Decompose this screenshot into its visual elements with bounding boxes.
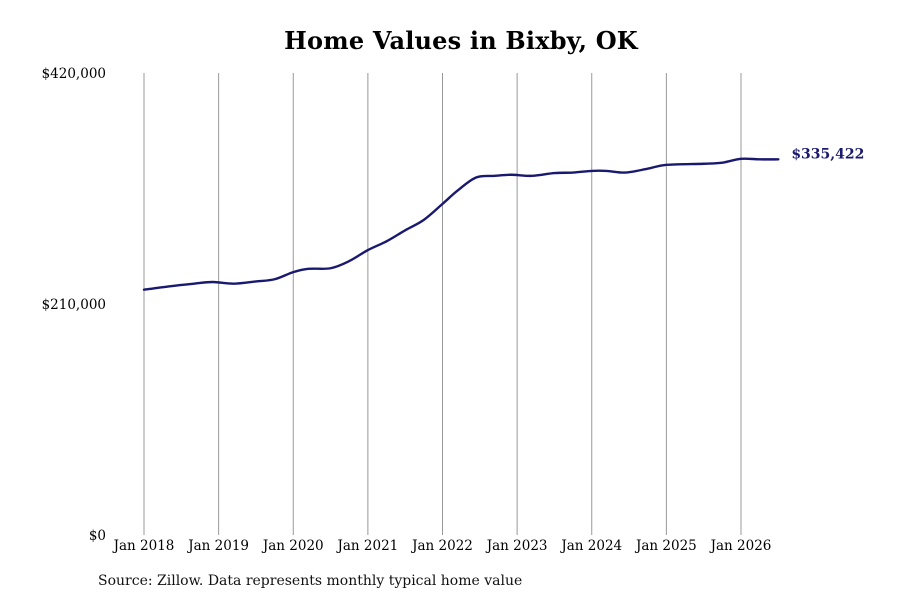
x-tick-label: Jan 2026 bbox=[709, 538, 772, 554]
x-axis-tick-labels: Jan 2018 Jan 2019 Jan 2020 Jan 2021 Jan 2022… bbox=[112, 538, 772, 554]
series-line bbox=[142, 157, 780, 291]
chart-title: Home Values in Bixby, OK bbox=[284, 26, 638, 55]
source-note: Source: Zillow. Data represents monthly … bbox=[98, 573, 523, 589]
x-tick-label: Jan 2022 bbox=[410, 538, 473, 554]
x-tick-label: Jan 2020 bbox=[261, 538, 324, 554]
end-value-label: $335,422 bbox=[791, 146, 864, 162]
y-tick-label: $420,000 bbox=[42, 66, 106, 82]
grid-lines bbox=[143, 73, 742, 535]
x-tick-label: Jan 2023 bbox=[485, 538, 548, 554]
x-tick-label: Jan 2018 bbox=[112, 538, 175, 554]
y-tick-label: $210,000 bbox=[42, 297, 106, 313]
x-tick-label: Jan 2025 bbox=[634, 538, 697, 554]
x-tick-label: Jan 2021 bbox=[335, 538, 398, 554]
y-axis-tick-labels: $0 $210,000 $420,000 bbox=[42, 66, 106, 544]
data-label-layer: $335,422 bbox=[791, 146, 864, 162]
series-layer bbox=[142, 157, 780, 291]
x-tick-label: Jan 2024 bbox=[559, 538, 622, 554]
y-tick-label: $0 bbox=[89, 528, 106, 544]
x-tick-label: Jan 2019 bbox=[186, 538, 249, 554]
